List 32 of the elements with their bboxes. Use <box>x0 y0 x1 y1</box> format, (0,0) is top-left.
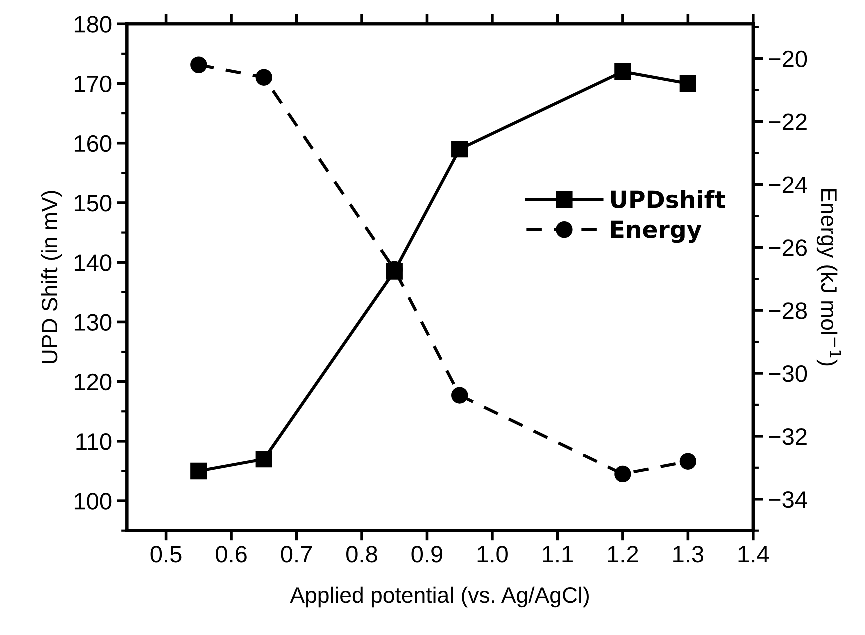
y-tick-label: 170 <box>74 76 112 93</box>
y2-tick-label: −28 <box>769 302 808 320</box>
y-tick-label: 100 <box>74 493 112 510</box>
y2-tick-label: −26 <box>769 240 808 256</box>
x-tick-label: 0.8 <box>346 546 378 563</box>
x-tick-label: 1.2 <box>608 546 638 563</box>
y-axis-title: UPD Shift (in mV) <box>41 191 62 364</box>
y-tick-label: 140 <box>74 254 112 272</box>
x-tick-label: 0.6 <box>216 546 247 563</box>
y2-tick-label: −30 <box>769 366 808 382</box>
y2-tick-label: −32 <box>769 428 807 446</box>
x-axis-title: Applied potential (vs. Ag/AgCl) <box>290 586 589 608</box>
x-tick-label: 0.7 <box>281 546 312 563</box>
x-tick-label: 0.9 <box>412 546 443 563</box>
y-tick-label: 130 <box>74 314 112 331</box>
y2-tick-label: −34 <box>769 491 808 508</box>
x-tick-label: 1.4 <box>738 546 770 563</box>
y-tick-label: 150 <box>74 195 112 212</box>
y-tick-label: 180 <box>74 16 112 33</box>
x-tick-label: 1.3 <box>674 546 704 563</box>
y2-tick-label: −24 <box>769 176 808 194</box>
y-tick-label: 160 <box>74 135 112 152</box>
legend-label: UPDshift <box>611 190 726 208</box>
y-tick-label: 120 <box>74 374 112 391</box>
y-tick-label: 110 <box>76 434 112 450</box>
x-tick-label: 1.0 <box>478 546 508 563</box>
legend-label: Energy <box>611 220 702 244</box>
y2-axis-title: Energy (kJ mol$^{−1}$) <box>816 190 842 366</box>
x-tick-label: 1.1 <box>543 546 573 563</box>
x-tick-label: 0.5 <box>150 546 182 563</box>
y2-tick-label: −22 <box>769 114 807 130</box>
y2-tick-label: −20 <box>769 50 808 68</box>
